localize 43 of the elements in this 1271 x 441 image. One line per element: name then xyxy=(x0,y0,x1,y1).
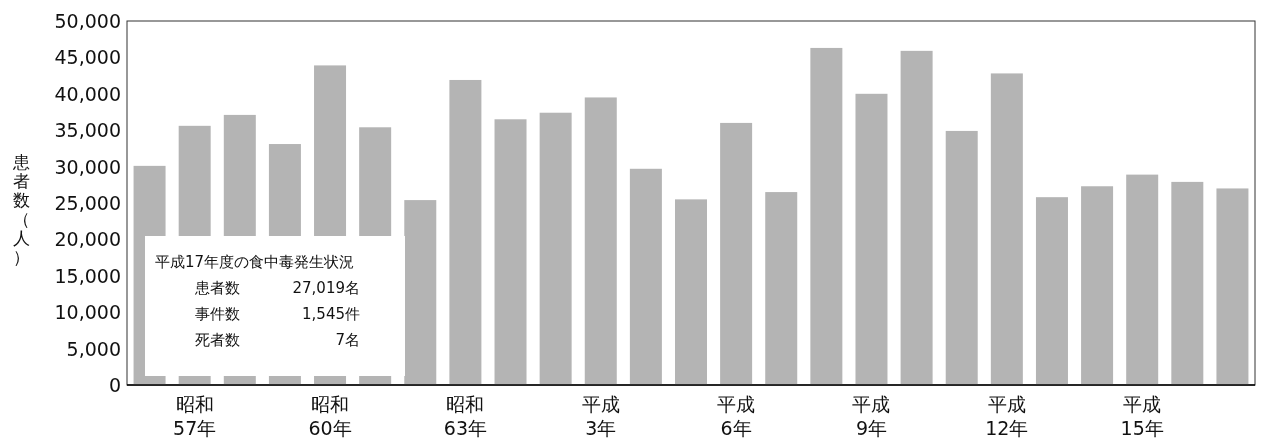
bar xyxy=(810,47,843,385)
bar xyxy=(855,93,888,385)
y-tick-label: 35,000 xyxy=(54,119,121,142)
y-tick-label: 50,000 xyxy=(54,10,121,32)
y-tick-label: 25,000 xyxy=(54,192,121,214)
bar xyxy=(900,50,933,385)
x-tick-label: 昭和 57年 xyxy=(173,393,217,439)
y-tick-label: 10,000 xyxy=(54,301,121,324)
bar xyxy=(765,192,798,385)
x-tick-label: 昭和 63年 xyxy=(443,393,487,439)
x-tick-label: 平成 6年 xyxy=(717,393,756,439)
bar xyxy=(1171,181,1204,385)
bar xyxy=(1081,186,1114,385)
y-tick-label: 20,000 xyxy=(54,228,121,251)
bar xyxy=(494,119,527,385)
bar xyxy=(1035,197,1068,385)
bar xyxy=(675,199,707,385)
y-tick-label: 30,000 xyxy=(54,155,121,178)
bar xyxy=(629,168,662,385)
y-axis-title: 患者数（人） xyxy=(11,152,30,267)
y-tick-label: 0 xyxy=(108,374,121,396)
bar xyxy=(404,200,437,385)
y-tick-label: 40,000 xyxy=(54,82,121,105)
text: 死者数 7名 xyxy=(195,331,360,349)
x-tick-label: 平成 12年 xyxy=(985,393,1029,439)
bar xyxy=(945,130,978,385)
bar xyxy=(1126,174,1159,385)
text: 患者数 27,019名 xyxy=(195,279,360,297)
y-tick-label: 45,000 xyxy=(54,46,121,69)
annotation: 平成17年度の食中毒発生状況 xyxy=(155,253,355,271)
x-tick-label: 平成 9年 xyxy=(852,393,891,439)
bar xyxy=(990,73,1023,385)
x-tick-label: 平成 3年 xyxy=(581,393,620,439)
bar xyxy=(539,112,572,385)
y-tick-label: 15,000 xyxy=(54,264,121,287)
x-tick-label: 平成 15年 xyxy=(1120,393,1164,439)
bar xyxy=(720,122,753,385)
y-tick-label: 5,000 xyxy=(66,337,121,360)
text: 事件数 1,545件 xyxy=(195,305,360,323)
x-tick-label: 昭和 60年 xyxy=(308,393,352,439)
bar xyxy=(1216,188,1249,385)
bar xyxy=(584,97,617,385)
bar xyxy=(449,79,482,385)
